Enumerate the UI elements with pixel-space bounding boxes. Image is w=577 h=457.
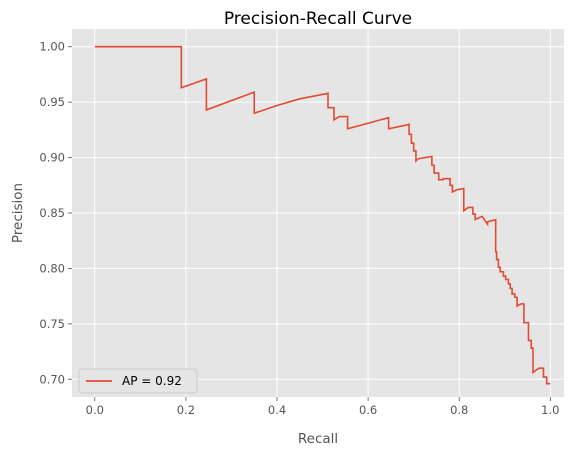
x-axis-label: Recall: [298, 431, 338, 447]
x-tick-label: 0.2: [177, 403, 195, 417]
x-tick-label: 0.6: [359, 403, 377, 417]
y-tick-label: 1.00: [39, 40, 65, 54]
y-tick-label: 0.90: [39, 151, 65, 165]
legend: AP = 0.92: [78, 368, 198, 394]
chart-title: Precision-Recall Curve: [224, 9, 412, 29]
y-tick-label: 0.85: [39, 206, 65, 220]
x-tick-label: 1.0: [541, 403, 559, 417]
y-tick-label: 0.75: [39, 317, 65, 331]
pr-curve-line: [94, 45, 551, 385]
y-tick-label: 0.70: [39, 372, 65, 386]
series-layer: [94, 45, 551, 385]
y-tick-label: 0.80: [39, 261, 65, 275]
y-tick-label: 0.95: [39, 95, 65, 109]
x-tick-label: 0.0: [86, 403, 104, 417]
legend-label: AP = 0.92: [122, 374, 182, 388]
x-tick-label: 0.4: [268, 403, 286, 417]
y-axis-label: Precision: [10, 183, 26, 243]
x-tick-label: 0.8: [450, 403, 468, 417]
tick-layer: 0.0 0.2 0.4 0.6 0.8 1.0 0.70 0.75 0.80 0.85 0.90 0.…: [39, 40, 559, 417]
legend-box: [78, 368, 198, 394]
